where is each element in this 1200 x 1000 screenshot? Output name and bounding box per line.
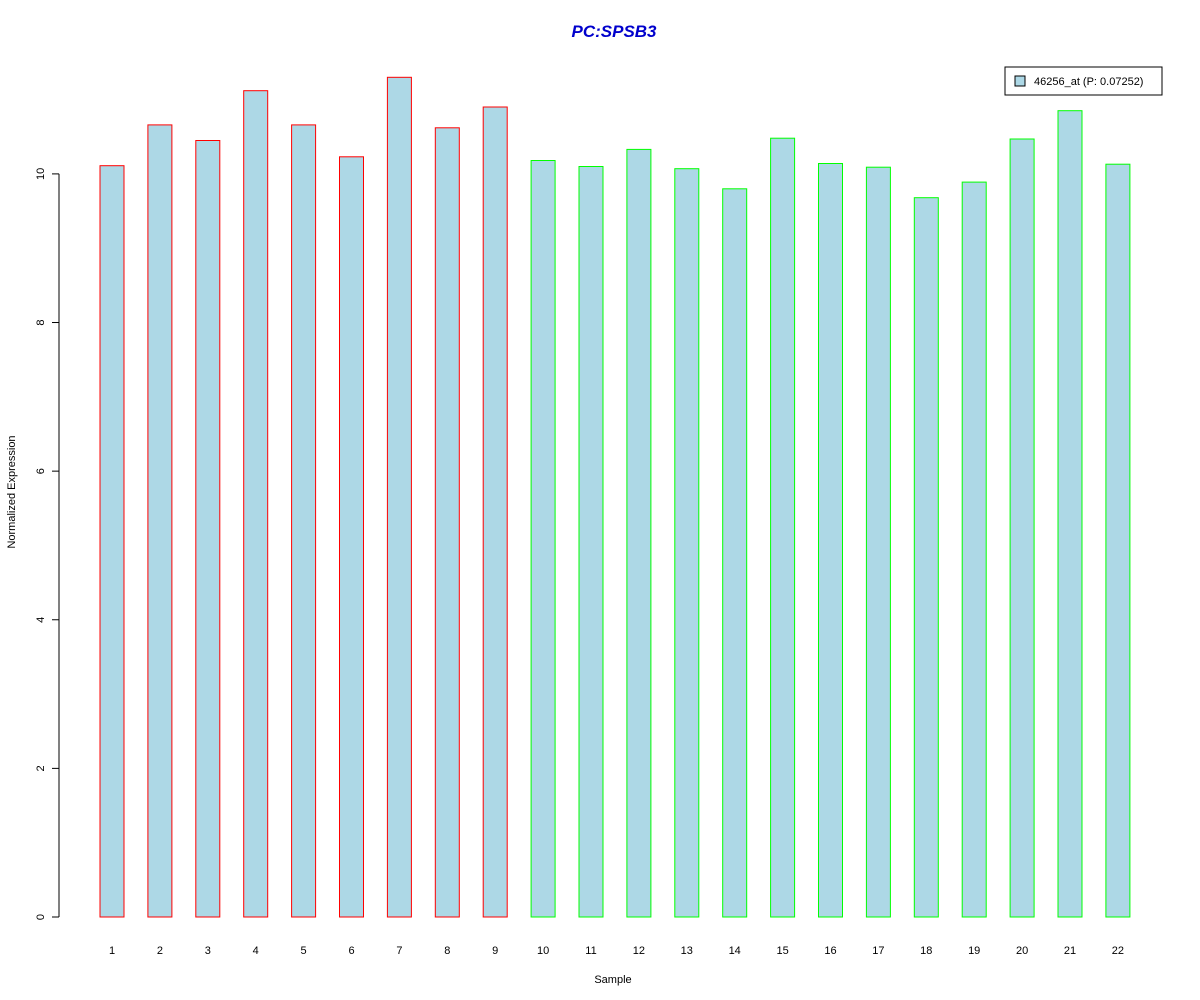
- bar-sample-12: [626, 148, 652, 918]
- bar-sample-9: [482, 106, 508, 918]
- x-tick-label: 18: [920, 945, 932, 957]
- x-tick-label: 13: [681, 945, 693, 957]
- x-tick-label: 10: [537, 945, 549, 957]
- bar-sample-7: [386, 76, 412, 918]
- chart-title: PC:SPSB3: [571, 22, 657, 41]
- x-tick-label: 9: [492, 945, 498, 957]
- x-tick-label: 12: [633, 945, 645, 957]
- bar-sample-21: [1057, 110, 1083, 918]
- x-tick-label: 22: [1112, 945, 1124, 957]
- bar-sample-1: [99, 165, 125, 918]
- x-tick-label: 7: [396, 945, 402, 957]
- x-tick-label: 17: [872, 945, 884, 957]
- bar-sample-20: [1009, 138, 1035, 918]
- bar-sample-17: [865, 166, 891, 918]
- bar-sample-8: [434, 127, 460, 918]
- legend-box: [1004, 66, 1163, 96]
- y-axis: 0 2 4 6 8 10: [35, 168, 60, 920]
- x-tick-label: 6: [348, 945, 354, 957]
- bar-sample-13: [674, 168, 700, 918]
- x-tick-label: 5: [301, 945, 307, 957]
- x-tick-label: 1: [109, 945, 115, 957]
- x-axis-label: Sample: [594, 974, 631, 986]
- bar-sample-18: [913, 197, 939, 918]
- x-tick-label: 8: [444, 945, 450, 957]
- bar-sample-14: [722, 188, 748, 918]
- legend: 46256_at (P: 0.07252): [1004, 66, 1163, 96]
- y-tick-label: 6: [35, 468, 47, 474]
- bar-sample-4: [243, 90, 269, 918]
- y-tick-label: 0: [35, 914, 47, 920]
- legend-swatch: [1014, 75, 1026, 87]
- x-tick-label: 16: [824, 945, 836, 957]
- bar-sample-11: [578, 166, 604, 918]
- x-tick-label: 20: [1016, 945, 1028, 957]
- bar-sample-22: [1105, 163, 1131, 918]
- x-tick-label: 21: [1064, 945, 1076, 957]
- bar-sample-16: [818, 163, 843, 918]
- bar-sample-19: [961, 181, 987, 918]
- x-tick-label: 3: [205, 945, 211, 957]
- y-tick-label: 2: [35, 765, 47, 771]
- x-tick-label: 15: [776, 945, 788, 957]
- bar-sample-15: [770, 137, 796, 918]
- bar-sample-6: [339, 156, 364, 918]
- y-tick-label: 4: [35, 617, 47, 623]
- y-tick-label: 8: [35, 319, 47, 325]
- x-tick-labels: 1 2 3 4 5 6 7 8 9 10 11 12 13 14 15 16 17 18 19 20 21 22: [109, 945, 1124, 957]
- y-axis-label: Normalized Expression: [6, 435, 18, 548]
- x-tick-label: 11: [585, 945, 596, 957]
- bar-sample-5: [291, 124, 317, 918]
- y-tick-label: 10: [35, 168, 47, 180]
- bar-sample-2: [147, 124, 173, 918]
- x-tick-label: 19: [968, 945, 980, 957]
- bar-sample-3: [195, 140, 221, 918]
- bar-sample-10: [530, 160, 556, 918]
- x-tick-label: 4: [253, 945, 259, 957]
- bars-group: [99, 76, 1131, 918]
- legend-label: 46256_at (P: 0.07252): [1034, 76, 1143, 88]
- x-tick-label: 2: [157, 945, 163, 957]
- x-tick-label: 14: [729, 945, 741, 957]
